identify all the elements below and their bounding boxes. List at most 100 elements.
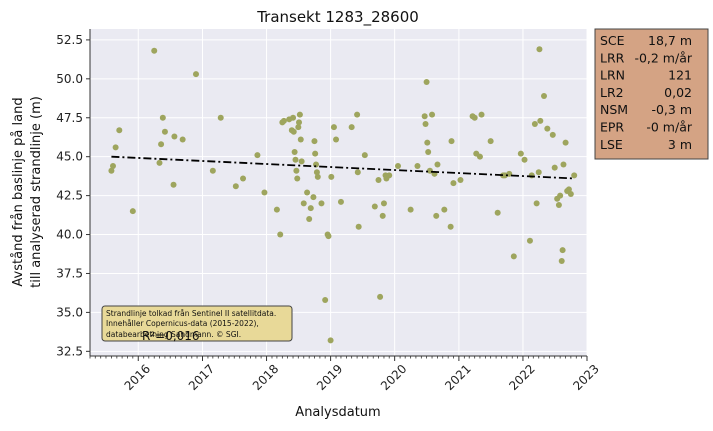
data-point	[560, 161, 567, 168]
data-point	[311, 138, 318, 145]
data-point	[386, 172, 393, 179]
data-point	[354, 169, 361, 176]
y-axis-label-line-1: Avstånd från baslinje på land	[11, 97, 26, 286]
data-point	[158, 141, 165, 148]
y-tick-label: 35.0	[56, 305, 83, 319]
data-point	[380, 200, 387, 207]
data-point	[448, 138, 455, 145]
data-point	[348, 124, 355, 131]
data-source-note-box	[101, 305, 293, 342]
data-point	[280, 117, 287, 124]
data-point	[536, 46, 543, 53]
data-point	[129, 208, 136, 215]
data-point	[108, 167, 115, 174]
data-point	[526, 237, 533, 244]
stats-key-lrn: LRN	[600, 68, 625, 83]
data-point	[535, 169, 542, 176]
data-point	[109, 163, 116, 170]
data-point	[558, 258, 565, 265]
data-point	[333, 136, 340, 143]
data-point	[571, 172, 578, 179]
data-point	[423, 78, 430, 85]
data-point	[521, 156, 528, 163]
y-tick-label: 37.5	[56, 266, 83, 280]
data-point	[494, 209, 501, 216]
plot-area-background	[90, 29, 587, 356]
data-source-note-line-1: Strandlinje tolkad från Sentinel II sate…	[106, 309, 276, 318]
data-point	[549, 131, 556, 138]
data-point	[313, 169, 320, 176]
data-point	[296, 111, 303, 118]
data-point	[476, 153, 483, 160]
data-point	[161, 128, 168, 135]
data-point	[394, 163, 401, 170]
data-point	[471, 114, 478, 121]
data-point	[487, 138, 494, 145]
y-tick-label: 45.0	[56, 150, 83, 164]
data-source-note: Strandlinje tolkad från Sentinel II sate…	[101, 305, 293, 342]
stats-key-lr2: LR2	[600, 85, 624, 100]
data-point	[112, 144, 119, 151]
trend-line	[111, 155, 575, 180]
y-tick-label: 47.5	[56, 111, 83, 125]
data-point	[151, 47, 158, 54]
data-point	[307, 205, 314, 212]
x-tick-label: 2020	[378, 362, 409, 393]
x-tick-label: 2022	[506, 362, 537, 393]
data-point	[318, 200, 325, 207]
data-point	[314, 173, 321, 180]
data-point	[297, 136, 304, 143]
data-point	[292, 156, 299, 163]
data-point	[555, 201, 562, 208]
data-point	[551, 164, 558, 171]
x-axis-label: Analysdatum	[295, 405, 380, 420]
data-point	[156, 159, 163, 166]
data-point	[294, 175, 301, 182]
data-point	[337, 198, 344, 205]
x-tick-label: 2019	[314, 362, 345, 393]
data-point	[240, 175, 247, 182]
data-point	[277, 231, 284, 238]
data-point	[170, 181, 177, 188]
data-point	[328, 173, 335, 180]
data-point	[310, 194, 317, 201]
data-point	[325, 233, 332, 240]
stats-value-lr2: 0,02	[664, 85, 692, 100]
stats-value-epr: -0 m/år	[646, 120, 692, 135]
data-point	[354, 111, 361, 118]
data-point	[557, 192, 564, 199]
data-point	[355, 223, 362, 230]
grid-lines	[90, 29, 588, 356]
data-point	[457, 177, 464, 184]
data-point	[300, 200, 307, 207]
data-source-note-line-3: databearbetning Sandmann. © SGI.	[106, 330, 241, 339]
data-point	[116, 127, 123, 134]
x-tick-label: 2016	[122, 362, 153, 393]
data-point	[433, 212, 440, 219]
x-axis-ticks: 2016 2017 2018 2019 2020 2021 2022 2023	[89, 355, 602, 393]
stats-value-lrr: -0,2 m/år	[634, 50, 692, 65]
data-point	[425, 149, 432, 156]
stats-panel: SCE 18,7 m LRR -0,2 m/år LRN 121 LR2 0,02 NSM -0,…	[594, 28, 709, 160]
data-point	[450, 180, 457, 187]
data-point	[434, 161, 441, 168]
data-point	[537, 117, 544, 124]
data-point	[531, 120, 538, 127]
data-point	[209, 167, 216, 174]
x-tick-label: 2021	[442, 362, 473, 393]
data-point	[254, 152, 261, 159]
data-point	[375, 177, 382, 184]
data-point	[296, 119, 303, 126]
data-point	[179, 136, 186, 143]
y-axis-ticks: 32.5 35.0 37.5 40.0 42.5 45.0 47.5 50.0 52.5	[56, 29, 91, 358]
stats-key-lrr: LRR	[600, 50, 625, 65]
stats-value-lse: 3 m	[668, 137, 692, 152]
data-point	[559, 247, 566, 254]
data-point	[517, 150, 524, 157]
y-tick-label: 42.5	[56, 189, 83, 203]
x-tick-label: 2023	[570, 362, 601, 393]
data-point	[510, 253, 517, 260]
data-point	[441, 206, 448, 213]
data-point	[447, 223, 454, 230]
chart-title: Transekt 1283_28600	[256, 8, 419, 27]
